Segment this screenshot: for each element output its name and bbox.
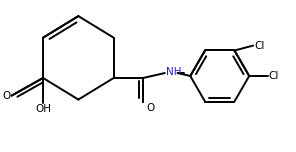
Text: OH: OH <box>35 104 51 114</box>
Text: Cl: Cl <box>254 41 265 51</box>
Text: O: O <box>2 91 11 101</box>
Text: NH: NH <box>166 67 181 77</box>
Text: Cl: Cl <box>269 71 279 81</box>
Text: O: O <box>146 102 155 112</box>
